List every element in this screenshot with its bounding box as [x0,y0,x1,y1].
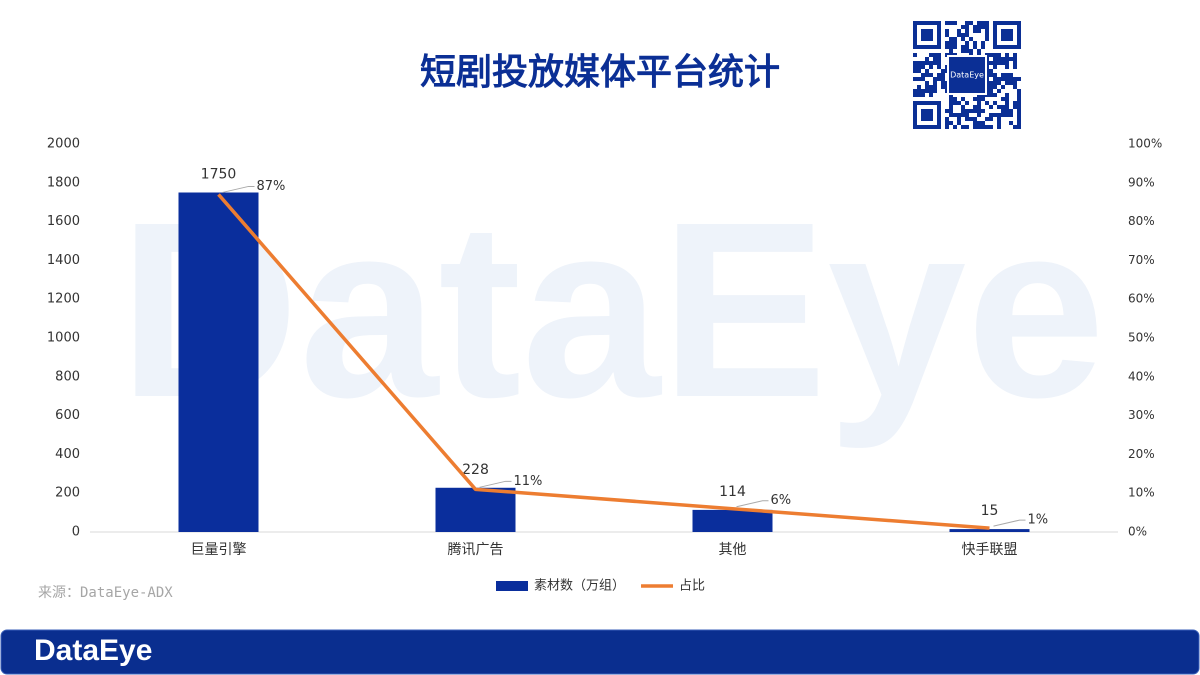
y-tick-label: 1200 [47,292,80,307]
y-tick-label: 600 [55,408,80,423]
x-tick-label: 巨量引擎 [191,542,247,558]
bar [949,529,1030,532]
data-label: 6% [771,493,792,508]
bar [178,192,259,532]
data-label: 1% [1028,513,1049,528]
y-tick-label: 1800 [47,175,80,190]
y2-tick-label: 50% [1128,331,1155,345]
y-tick-label: 1000 [47,331,80,346]
leader-line [993,519,1026,527]
y2-tick-label: 60% [1128,292,1155,306]
legend-swatch [496,581,528,591]
y2-tick-label: 40% [1128,369,1155,383]
bar [435,487,516,532]
leader-line [736,500,769,508]
y-tick-label: 2000 [47,137,80,152]
y-tick-label: 800 [55,369,80,384]
data-label: 11% [514,474,543,489]
y-tick-label: 1600 [47,214,80,229]
watermark: DataEye [119,170,1106,449]
y-tick-label: 400 [55,447,80,462]
y2-tick-label: 70% [1128,253,1155,267]
line [217,193,990,530]
legend-label: 素材数（万组） [534,579,625,594]
y2-tick-label: 10% [1128,486,1155,500]
qr-center [947,55,987,95]
y2-tick-label: 80% [1128,214,1155,228]
legend-label: 占比 [679,579,705,594]
chart-title: 短剧投放媒体平台统计 [420,52,780,93]
leader-line [479,480,512,488]
footer-logo: DataEye [34,634,152,667]
y2-tick-label: 20% [1128,447,1155,461]
footer-band [0,629,1200,675]
x-tick-label: 其他 [719,542,747,558]
y2-tick-label: 90% [1128,175,1155,189]
y-tick-label: 200 [55,486,80,501]
qr-code: DataEye [910,18,1024,132]
leader-line [222,185,255,193]
bar [692,509,773,532]
data-label: 1750 [201,167,237,183]
y2-tick-label: 30% [1128,408,1155,422]
data-label: 87% [257,179,286,194]
y-tick-label: 1400 [47,253,80,268]
data-label: 15 [981,503,999,519]
data-label: 114 [719,484,746,500]
y2-tick-label: 0% [1128,525,1147,539]
x-tick-label: 腾讯广告 [448,541,504,558]
qr-label: DataEye [950,71,984,80]
data-label: 228 [462,462,489,478]
y2-tick-label: 100% [1128,137,1162,151]
x-tick-label: 快手联盟 [962,542,1018,558]
source: 来源：DataEye-ADX [38,585,173,601]
y-tick-label: 0 [72,525,80,540]
